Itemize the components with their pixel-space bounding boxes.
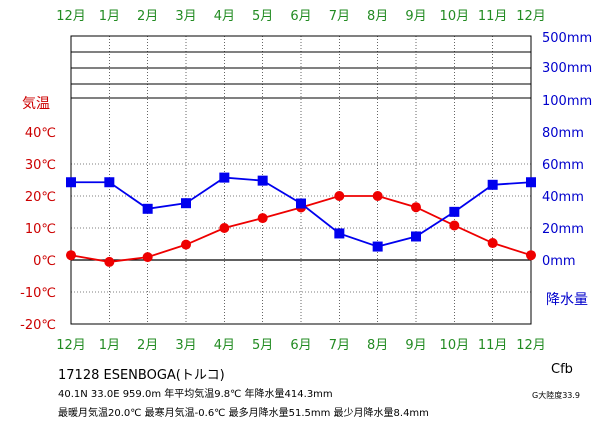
- month-label-bottom: 4月: [214, 338, 235, 353]
- month-label-bottom: 10月: [440, 338, 470, 353]
- temperature-point: [181, 239, 191, 250]
- month-label-top: 7月: [329, 9, 350, 24]
- precipitation-tick-label: 40mm: [542, 190, 584, 205]
- precipitation-point: [411, 231, 421, 242]
- precipitation-tick-label: 60mm: [542, 158, 584, 173]
- month-label-top: 11月: [478, 9, 508, 24]
- temperature-tick-label: -20℃: [20, 318, 56, 333]
- precipitation-tick-label: 100mm: [542, 94, 592, 109]
- month-labels: 12月 12月 1月 1月 2月 2月 3月 3月 4月 4月 5月 5月 6月 6月 7月 7月 8月 8月 9月…: [56, 9, 546, 353]
- temperature-point: [526, 250, 536, 261]
- month-label-bottom: 8月: [367, 338, 388, 353]
- axis-labels: 40℃ 30℃ 20℃ 10℃ 0℃ -10℃ -20℃ 気温 80mm 60mm 40mm 20mm…: [20, 31, 592, 333]
- precipitation-point: [449, 206, 460, 217]
- temperature-tick-label: 10℃: [25, 222, 56, 237]
- precipitation-tick-label: 80mm: [542, 126, 584, 141]
- month-label-bottom: 1月: [99, 338, 120, 353]
- precipitation-point: [526, 177, 536, 188]
- month-label-top: 4月: [214, 9, 235, 24]
- precipitation-tick-label: 20mm: [542, 222, 584, 237]
- precipitation-point: [142, 203, 153, 214]
- temperature-point: [66, 250, 76, 261]
- precipitation-point: [219, 172, 230, 183]
- temperature-point: [334, 191, 345, 201]
- temperature-tick-label: 30℃: [25, 158, 56, 173]
- month-label-top: 2月: [137, 9, 158, 24]
- station-stats-line2: 最暖月気温20.0℃ 最寒月気温-0.6℃ 最多月降水量51.5mm 最少月降水…: [58, 408, 429, 419]
- month-label-bottom: 12月: [56, 338, 86, 353]
- continentality-index: G大陸度33.9: [532, 391, 581, 400]
- temperature-axis-label: 気温: [22, 96, 50, 112]
- month-label-top: 5月: [252, 9, 273, 24]
- month-label-bottom: 2月: [137, 338, 158, 353]
- climate-class: Cfb: [551, 362, 573, 377]
- series-layer: [66, 172, 536, 267]
- precipitation-point: [372, 241, 383, 252]
- month-label-top: 9月: [405, 9, 426, 24]
- precipitation-point: [487, 179, 498, 190]
- temperature-point: [257, 213, 268, 224]
- precipitation-point: [66, 177, 76, 188]
- precipitation-point: [104, 177, 115, 188]
- precipitation-tick-label: 0mm: [542, 254, 576, 269]
- month-label-bottom: 11月: [478, 338, 508, 353]
- month-label-bottom: 6月: [290, 338, 311, 353]
- month-label-bottom: 12月: [516, 338, 546, 353]
- month-label-top: 1月: [99, 9, 120, 24]
- station-stats-line1: 40.1N 33.0E 959.0m 年平均気温9.8℃ 年降水量414.3mm: [58, 389, 333, 400]
- month-label-top: 3月: [175, 9, 196, 24]
- temperature-point: [449, 220, 460, 231]
- month-label-top: 12月: [516, 9, 546, 24]
- precipitation-point: [334, 228, 345, 239]
- temperature-point: [372, 191, 383, 201]
- temperature-tick-label: -10℃: [20, 286, 56, 301]
- precipitation-point: [296, 198, 306, 209]
- month-label-top: 12月: [56, 9, 86, 24]
- precipitation-point: [181, 198, 191, 209]
- month-label-top: 8月: [367, 9, 388, 24]
- temperature-point: [219, 223, 230, 233]
- station-name: 17128 ESENBOGA(トルコ): [58, 368, 225, 383]
- precipitation-tick-label: 500mm: [542, 31, 592, 46]
- month-label-bottom: 3月: [175, 338, 196, 353]
- month-label-bottom: 7月: [329, 338, 350, 353]
- plot-grid: [70, 35, 532, 325]
- temperature-tick-label: 40℃: [25, 126, 56, 141]
- precipitation-point: [257, 175, 268, 186]
- temperature-point: [104, 256, 115, 267]
- month-label-top: 6月: [290, 9, 311, 24]
- precipitation-tick-label: 300mm: [542, 61, 592, 76]
- month-label-bottom: 5月: [252, 338, 273, 353]
- temperature-point: [487, 238, 498, 249]
- temperature-tick-label: 0℃: [33, 254, 56, 269]
- temperature-point: [142, 252, 153, 263]
- precipitation-axis-label: 降水量: [546, 292, 588, 308]
- month-label-bottom: 9月: [405, 338, 426, 353]
- temperature-tick-label: 20℃: [25, 190, 56, 205]
- temperature-point: [411, 202, 421, 213]
- month-label-top: 10月: [440, 9, 470, 24]
